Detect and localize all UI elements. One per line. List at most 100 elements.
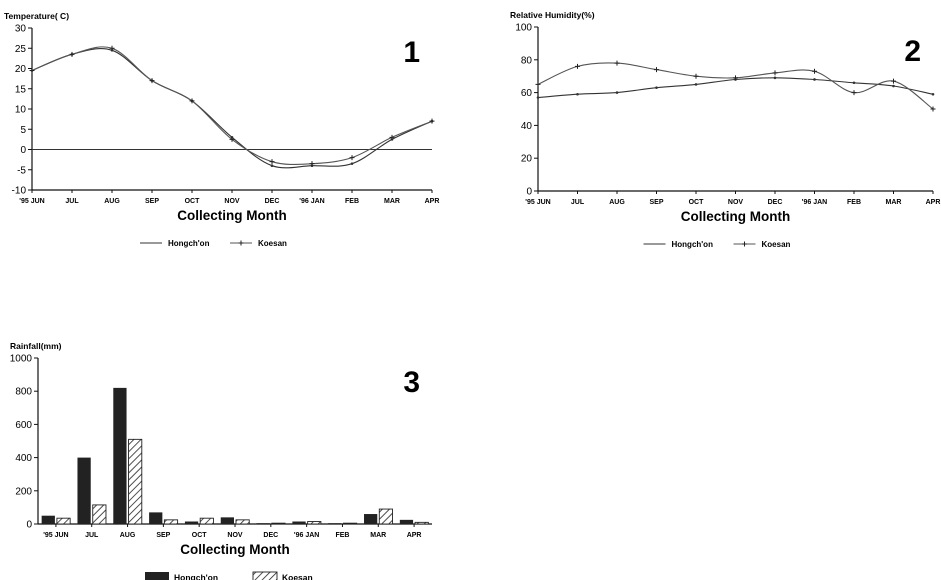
data-point bbox=[430, 119, 435, 124]
x-tick-label: FEB bbox=[345, 198, 359, 205]
y-tick-label: 20 bbox=[521, 154, 533, 165]
bar-2 bbox=[272, 523, 285, 524]
x-tick-label: '95 JUN bbox=[525, 199, 550, 206]
x-tick-label: OCT bbox=[185, 198, 201, 205]
legend-label-2: Koesan bbox=[762, 240, 791, 249]
x-tick-label: NOV bbox=[227, 532, 243, 539]
data-point bbox=[694, 74, 699, 79]
data-point bbox=[655, 86, 658, 89]
x-tick-label: APR bbox=[407, 532, 422, 539]
y-tick-label: 0 bbox=[20, 145, 26, 156]
data-point bbox=[852, 90, 857, 95]
data-point bbox=[615, 61, 620, 66]
data-point bbox=[70, 52, 75, 57]
bar-2 bbox=[343, 523, 356, 524]
data-point bbox=[616, 91, 619, 94]
x-tick-label: DEC bbox=[263, 532, 278, 539]
y-tick-label: -5 bbox=[17, 165, 26, 176]
x-tick-label: OCT bbox=[192, 532, 208, 539]
y-tick-label: 15 bbox=[15, 84, 27, 95]
x-axis-label: Collecting Month bbox=[177, 208, 286, 223]
y-tick-label: 100 bbox=[515, 23, 532, 34]
data-point bbox=[654, 67, 659, 72]
bar-1 bbox=[292, 522, 305, 524]
chart-3: Rainfall(mm) 3 0 200 400 600 800 1000 '95 JUN JUL… bbox=[10, 341, 432, 580]
data-point bbox=[812, 69, 817, 74]
data-point bbox=[774, 77, 777, 80]
x-tick-label: DEC bbox=[768, 199, 783, 206]
x-tick-label: FEB bbox=[335, 532, 349, 539]
data-point bbox=[695, 83, 698, 86]
bar-2 bbox=[200, 518, 213, 524]
bar-2 bbox=[236, 520, 249, 524]
x-tick-label: '95 JUN bbox=[19, 198, 44, 205]
bar-1 bbox=[400, 520, 413, 524]
legend-label-1: Hongch'on bbox=[174, 573, 218, 580]
y-tick-label: 40 bbox=[521, 121, 533, 132]
y-tick-label: 5 bbox=[20, 125, 26, 136]
data-point bbox=[853, 81, 856, 84]
bar-2 bbox=[129, 439, 142, 524]
chart-1: Temperature( C) 1 -10 -5 0 5 10 15 20 25 30 '95 JUN… bbox=[4, 11, 439, 248]
y-tick-label: 60 bbox=[521, 88, 533, 99]
x-axis-label: Collecting Month bbox=[180, 542, 289, 557]
x-tick-label: OCT bbox=[689, 199, 705, 206]
y-tick-label: 25 bbox=[15, 44, 27, 55]
y-tick-label: 0 bbox=[526, 187, 532, 198]
series-line-2 bbox=[32, 47, 432, 165]
data-point bbox=[576, 93, 579, 96]
y-tick-label: 0 bbox=[26, 520, 32, 531]
legend-swatch-1 bbox=[145, 572, 169, 580]
data-point bbox=[351, 162, 354, 165]
data-point bbox=[271, 164, 274, 167]
x-tick-label: AUG bbox=[609, 199, 625, 206]
data-point bbox=[892, 85, 895, 88]
legend-marker-2 bbox=[742, 242, 747, 247]
x-tick-label: '95 JUN bbox=[43, 532, 68, 539]
bar-2 bbox=[308, 522, 321, 524]
y-tick-label: 10 bbox=[15, 105, 27, 116]
y-tick-label: 1000 bbox=[10, 354, 33, 365]
x-axis-label: Collecting Month bbox=[681, 209, 790, 224]
x-tick-label: JUL bbox=[65, 198, 79, 205]
bar-1 bbox=[77, 458, 90, 524]
x-tick-label: JUL bbox=[571, 199, 585, 206]
x-tick-label: SEP bbox=[649, 199, 663, 206]
x-tick-label: AUG bbox=[104, 198, 120, 205]
data-point bbox=[813, 78, 816, 81]
bar-1 bbox=[113, 388, 126, 524]
data-point bbox=[575, 64, 580, 69]
data-point bbox=[536, 82, 541, 87]
legend-label-2: Koesan bbox=[258, 239, 287, 248]
x-tick-label: '96 JAN bbox=[299, 198, 324, 205]
panel-number: 2 bbox=[904, 35, 921, 68]
panel-number: 1 bbox=[403, 36, 420, 69]
y-tick-label: 600 bbox=[15, 420, 32, 431]
legend-label-2: Koesan bbox=[282, 573, 313, 580]
x-tick-label: JUL bbox=[85, 532, 99, 539]
x-tick-label: NOV bbox=[224, 198, 240, 205]
legend-marker-2 bbox=[239, 241, 244, 246]
y-tick-label: 400 bbox=[15, 453, 32, 464]
bar-2 bbox=[57, 518, 70, 524]
x-tick-label: MAR bbox=[886, 199, 902, 206]
bar-1 bbox=[221, 517, 234, 524]
x-tick-label: AUG bbox=[120, 532, 136, 539]
data-point bbox=[537, 96, 540, 99]
data-point bbox=[773, 70, 778, 75]
y-tick-label: -10 bbox=[12, 186, 27, 197]
x-tick-label: MAR bbox=[370, 532, 386, 539]
bar-1 bbox=[149, 512, 162, 524]
x-tick-label: '96 JAN bbox=[294, 532, 319, 539]
x-tick-label: APR bbox=[926, 199, 941, 206]
bar-2 bbox=[379, 509, 392, 524]
legend-swatch-2 bbox=[253, 572, 277, 580]
bar-1 bbox=[328, 523, 341, 524]
data-point bbox=[270, 159, 275, 164]
chart-title: Rainfall(mm) bbox=[10, 341, 62, 351]
bar-1 bbox=[185, 522, 198, 524]
data-point bbox=[932, 93, 935, 96]
x-tick-label: NOV bbox=[728, 199, 744, 206]
x-tick-label: SEP bbox=[156, 532, 170, 539]
panel-number: 3 bbox=[403, 366, 420, 399]
